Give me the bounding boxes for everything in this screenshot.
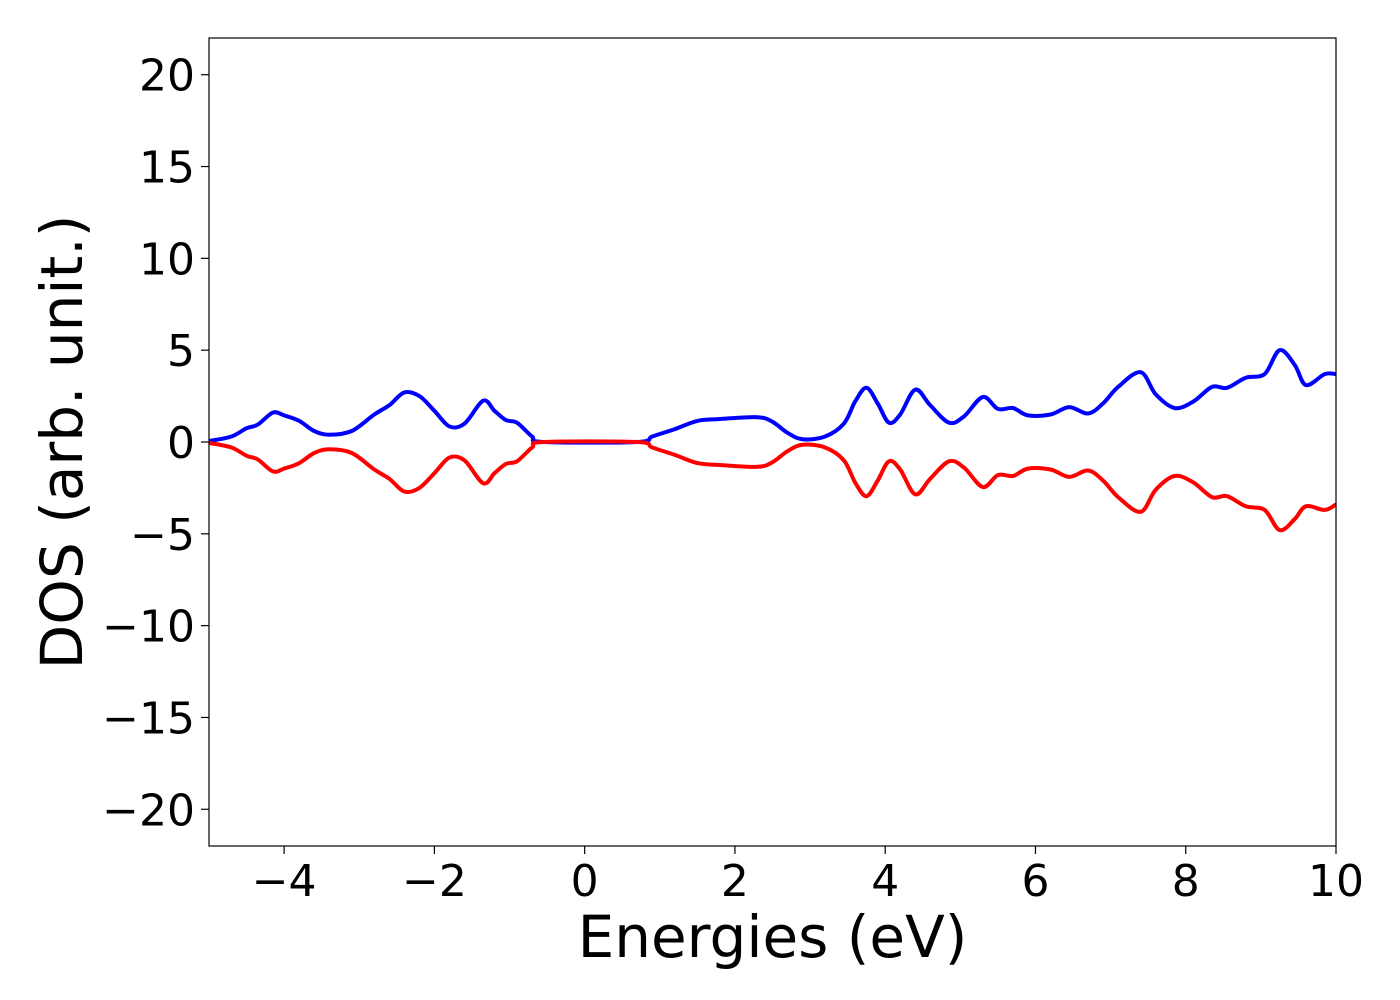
series-layer: [208, 348, 1338, 533]
y-tick-label: −20: [102, 785, 195, 836]
x-axis-ticks: −4 −2 0 2 4 6 8 10: [252, 846, 1364, 907]
y-tick-label: −15: [102, 693, 195, 744]
x-tick-label: 2: [721, 856, 749, 907]
y-axis-ticks: −20 −15 −10 −5 0 5 10 15 20: [102, 51, 209, 836]
x-tick-label: 10: [1308, 856, 1364, 907]
y-tick-label: 5: [167, 326, 195, 377]
plot-area-frame: [208, 37, 1337, 847]
x-tick-label: 0: [571, 856, 599, 907]
x-tick-label: −4: [252, 856, 317, 907]
y-tick-label: −5: [130, 510, 195, 561]
y-tick-label: 20: [139, 51, 195, 102]
series-line-red: [208, 439, 1338, 533]
series-line-blue: [208, 348, 1337, 445]
x-tick-label: 6: [1021, 856, 1049, 907]
x-tick-label: 4: [871, 856, 899, 907]
y-tick-label: 15: [139, 143, 195, 194]
y-axis-label: DOS (arb. unit.): [28, 215, 96, 670]
y-tick-label: −10: [102, 602, 195, 653]
x-tick-label: 8: [1172, 856, 1200, 907]
y-tick-label: 10: [139, 234, 195, 285]
x-tick-label: −2: [402, 856, 467, 907]
x-axis-label: Energies (eV): [578, 903, 968, 971]
y-tick-label: 0: [167, 418, 195, 469]
